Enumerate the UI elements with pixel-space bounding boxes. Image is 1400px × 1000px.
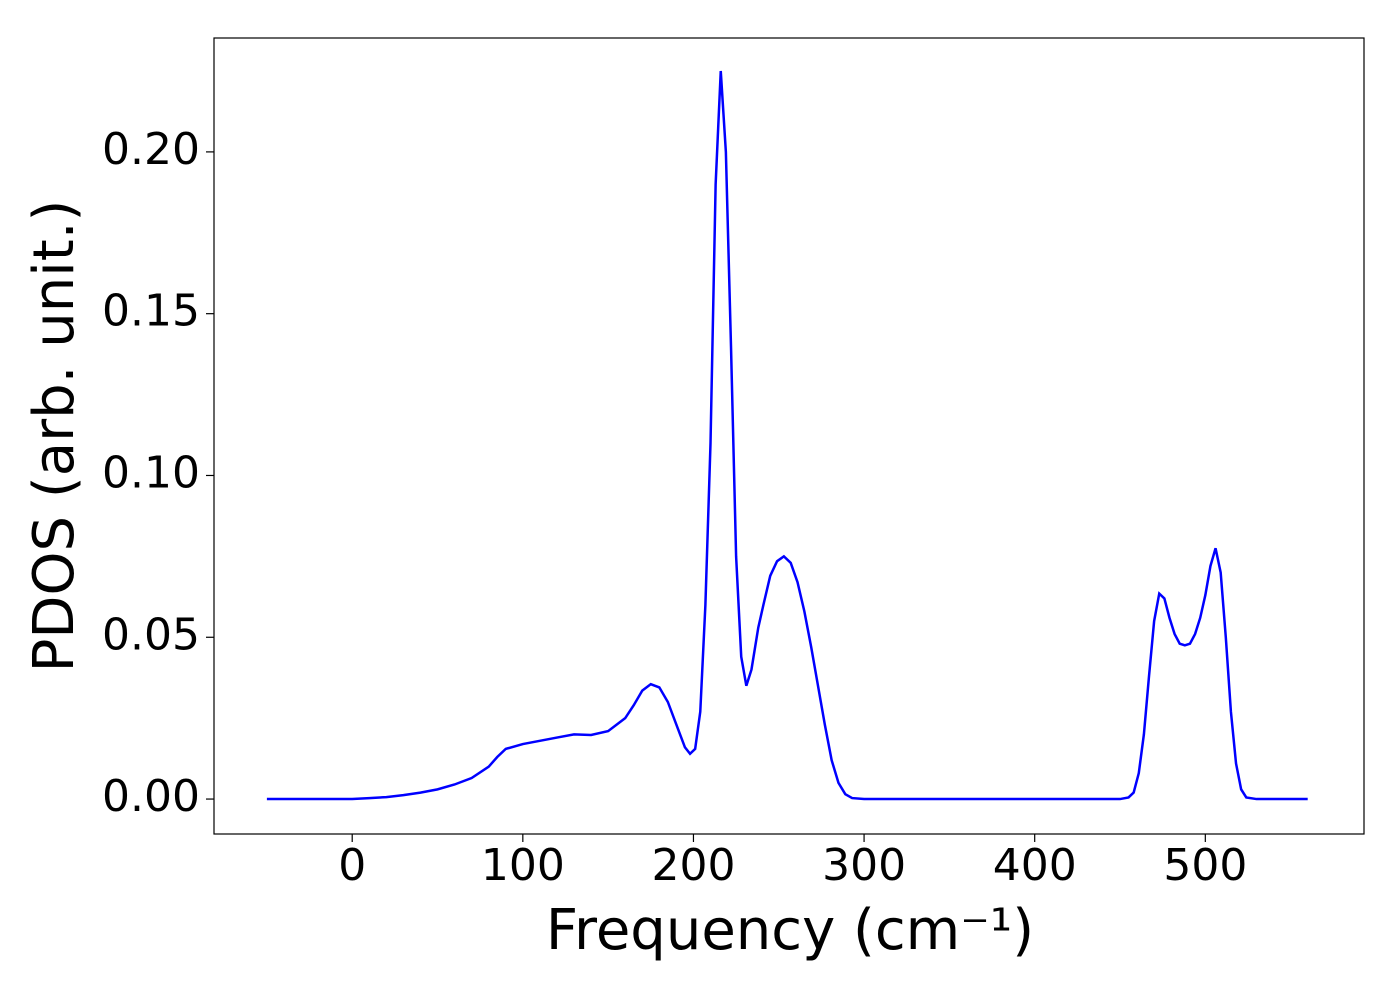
y-tick-label: 0.15 xyxy=(102,286,200,337)
x-tick-label: 500 xyxy=(1163,840,1247,891)
x-tick-label: 400 xyxy=(993,840,1077,891)
y-tick-label: 0.20 xyxy=(102,124,200,175)
x-tick-label: 100 xyxy=(481,840,565,891)
x-tick-label: 0 xyxy=(338,840,366,891)
x-axis-label: Frequency (cm⁻¹) xyxy=(546,898,1034,963)
plot-frame xyxy=(213,37,1365,835)
y-axis-label: PDOS (arb. unit.) xyxy=(22,200,87,673)
y-tick-label: 0.10 xyxy=(102,447,200,498)
x-tick-label: 300 xyxy=(822,840,906,891)
y-tick-label: 0.00 xyxy=(102,771,200,822)
data-line xyxy=(266,70,1308,801)
y-tick-label: 0.05 xyxy=(102,609,200,660)
x-tick-label: 200 xyxy=(651,840,735,891)
